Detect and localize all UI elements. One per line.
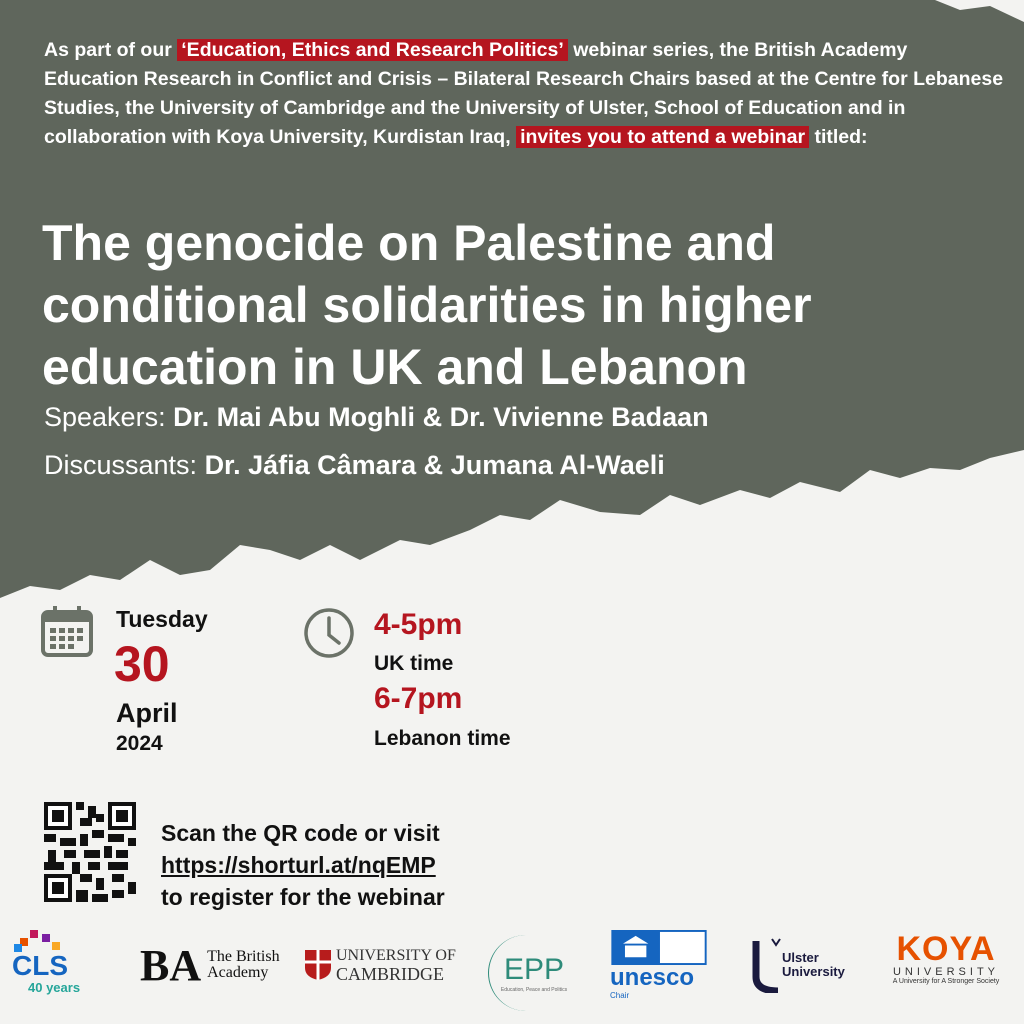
- koya-name: KOYA: [896, 930, 996, 968]
- series-highlight: ‘Education, Ethics and Research Politics…: [177, 39, 568, 61]
- date-day: 30: [114, 636, 170, 692]
- speakers-names: Dr. Mai Abu Moghli & Dr. Vivienne Badaan: [173, 402, 709, 432]
- koya-university: UNIVERSITY: [892, 966, 999, 978]
- uk-time-range: 4-5pm: [374, 608, 463, 641]
- uk-time-label: UK time: [374, 652, 454, 675]
- ba-mark: BA: [140, 940, 202, 990]
- ulster-u-icon: [752, 938, 781, 993]
- unesco-sub: Chair: [610, 991, 630, 1000]
- ulster-name: Ulster University: [782, 950, 845, 979]
- cls-mark-icon: [14, 930, 60, 952]
- unesco-temple-icon: [611, 930, 707, 965]
- koya-logo: KOYA UNIVERSITY A University for A Stron…: [886, 932, 1006, 1002]
- date-year: 2024: [116, 732, 163, 755]
- epp-name: EPP: [503, 953, 565, 986]
- epp-logo: EPP Education, Peace and Politics: [488, 935, 579, 1011]
- clock-icon: [304, 608, 354, 658]
- cls-logo: CLS 40 years: [12, 930, 122, 1000]
- cambridge-line1: UNIVERSITY OF: [336, 947, 456, 964]
- discussants-names: Dr. Jáfia Câmara & Jumana Al-Waeli: [204, 450, 665, 480]
- unesco-logo: unesco Chair: [610, 930, 710, 1000]
- intro-text: webinar series, the British Academy Educ…: [44, 39, 1004, 148]
- discussants: Discussants: Dr. Jáfia Câmara & Jumana A…: [44, 450, 665, 481]
- cambridge-line2: CAMBRIDGE: [336, 964, 445, 984]
- date-month: April: [116, 698, 178, 728]
- cambridge-logo: UNIVERSITY OF CAMBRIDGE: [305, 930, 465, 1000]
- speakers: Speakers: Dr. Mai Abu Moghli & Dr. Vivie…: [44, 402, 709, 433]
- register-instruction: Scan the QR code or visit: [161, 820, 440, 846]
- lebanon-time-range: 6-7pm: [374, 682, 463, 715]
- intro-text: titled:: [809, 126, 868, 148]
- webinar-title: The genocide on Palestine and conditiona…: [42, 215, 812, 395]
- date-weekday: Tuesday: [116, 606, 208, 632]
- ulster-logo: Ulster University: [752, 930, 862, 1000]
- lebanon-time-label: Lebanon time: [374, 727, 511, 750]
- intro-paragraph: As part of our ‘Education, Ethics and Re…: [44, 36, 1004, 152]
- intro-text: As part of our: [44, 39, 178, 61]
- register-instruction-end: to register for the webinar: [161, 884, 445, 910]
- cls-sub: 40 years: [28, 980, 81, 995]
- cambridge-crest-icon: [305, 950, 331, 980]
- discussants-label: Discussants:: [44, 450, 205, 480]
- calendar-icon: [41, 606, 93, 657]
- qr-code[interactable]: [44, 802, 136, 902]
- koya-tagline: A University for A Stronger Society: [892, 978, 1000, 985]
- british-academy-logo: BA The British Academy: [140, 930, 280, 1000]
- epp-sub: Education, Peace and Politics: [500, 987, 568, 993]
- speakers-label: Speakers:: [44, 402, 174, 432]
- registration-link[interactable]: https://shorturl.at/nqEMP: [161, 852, 436, 878]
- ba-name: The British Academy: [207, 948, 280, 981]
- invite-highlight: invites you to attend a webinar: [516, 126, 810, 148]
- unesco-name: unesco: [610, 964, 695, 991]
- cls-name: CLS: [12, 950, 68, 981]
